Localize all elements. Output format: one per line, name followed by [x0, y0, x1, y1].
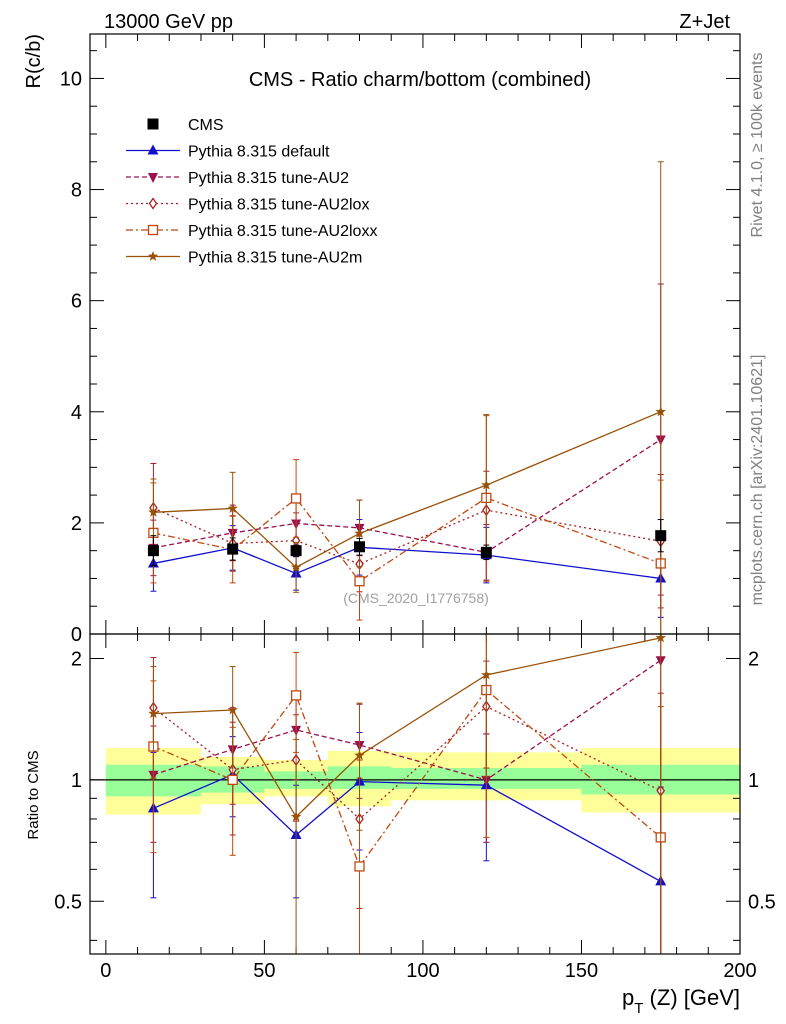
ratio-data-point [148, 708, 159, 718]
data-point [290, 493, 302, 504]
legend-marker [147, 251, 159, 261]
ratio-ytick-label-right: 0.5 [748, 891, 776, 913]
legend-label: Pythia 8.315 default [188, 144, 330, 161]
data-point [354, 527, 365, 538]
data-point [148, 506, 159, 517]
data-point [655, 406, 666, 417]
ratio-panel: Ratio to CMS 0.5 0.5 1 1 2 2 0 50 100 150 200 pT (… [25, 632, 776, 1017]
data-point [227, 543, 239, 555]
ratio-series-line [153, 773, 662, 882]
ratio-data-point [290, 811, 302, 822]
ratio-ytick-label: 0.5 [54, 891, 82, 913]
mcplots-info: mcplots.cern.ch [arXiv:2401.10621] [749, 355, 766, 606]
legend-marker [148, 197, 158, 210]
ratio-ytick-label: 1 [71, 770, 82, 792]
ratio-data-point [354, 861, 365, 872]
legend-label: Pythia 8.315 tune-AU2 [188, 170, 349, 187]
analysis-watermark: (CMS_2020_I1776758) [343, 590, 489, 606]
series-2 [148, 283, 666, 596]
energy-label: 13000 GeV pp [104, 11, 233, 33]
legend-label: CMS [188, 117, 224, 134]
x-tick-label: 0 [100, 960, 111, 982]
data-point [354, 541, 366, 553]
y-axis-label: R(c/b) [23, 34, 45, 88]
ratio-data-point [481, 669, 492, 680]
main-ytick-label: 8 [71, 180, 82, 202]
data-point [290, 545, 302, 557]
legend-label: Pythia 8.315 tune-AU2loxx [188, 223, 377, 240]
ratio-series-line [153, 689, 662, 868]
data-point [481, 479, 492, 490]
legend: CMS Pythia 8.315 default Pythia 8.315 tune… [126, 117, 377, 267]
legend-marker [147, 224, 159, 236]
series-line [153, 439, 662, 554]
process-label: Z+Jet [679, 11, 730, 33]
data-point [147, 545, 159, 557]
main-ytick-label: 6 [71, 291, 82, 313]
legend-label: Pythia 8.315 tune-AU2lox [188, 197, 369, 214]
ratio-data-point [290, 690, 302, 701]
series-line [153, 497, 661, 583]
legend-marker [148, 173, 158, 183]
ratio-data-point [227, 704, 238, 715]
ratio-frame [89, 633, 741, 955]
ratio-data-point [227, 774, 238, 786]
legend-marker [147, 118, 159, 130]
x-tick-label: 200 [723, 960, 756, 982]
ratio-data-point [354, 749, 365, 760]
x-tick-label: 50 [253, 960, 275, 982]
main-ytick-label: 10 [60, 68, 82, 90]
main-ytick-label: 2 [71, 513, 82, 535]
ratio-series-4 [148, 632, 666, 955]
legend-label: Pythia 8.315 tune-AU2m [188, 250, 362, 267]
ratio-y-axis-label: Ratio to CMS [25, 750, 42, 839]
series-line [153, 507, 661, 565]
x-axis-label: pT (Z) [GeV] [622, 985, 740, 1017]
series-line [153, 546, 661, 580]
series-line [153, 411, 661, 569]
data-point [354, 576, 365, 587]
main-panel: CMS - Ratio charm/bottom (combined) (CMS… [23, 33, 741, 646]
chart-title: CMS - Ratio charm/bottom (combined) [249, 69, 591, 91]
series-0 [147, 519, 667, 567]
data-point [290, 561, 302, 572]
ratio-series-line [153, 637, 661, 818]
data-point [480, 546, 492, 558]
main-ytick-label: 0 [71, 624, 82, 646]
ratio-ytick-label: 2 [71, 648, 82, 670]
data-point [227, 502, 238, 513]
x-tick-label: 100 [406, 960, 439, 982]
ratio-ytick-label-right: 2 [748, 648, 759, 670]
data-point [655, 530, 667, 542]
legend-marker [147, 144, 159, 155]
rivet-info: Rivet 4.1.0, ≥ 100k events [749, 53, 766, 238]
main-ytick-label: 4 [71, 402, 82, 424]
x-tick-label: 150 [565, 960, 598, 982]
ratio-ytick-label-right: 1 [748, 770, 759, 792]
ratio-data-point [655, 632, 666, 643]
